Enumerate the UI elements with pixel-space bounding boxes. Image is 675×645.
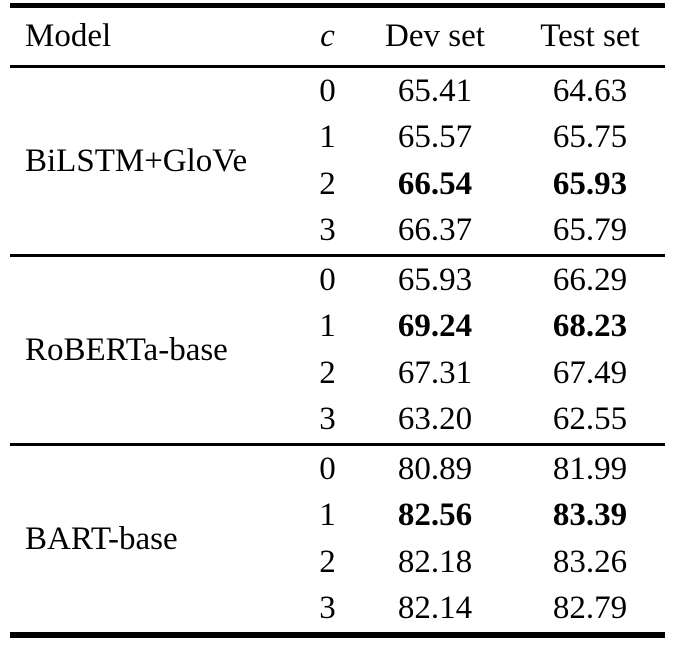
c-value: 0: [319, 72, 336, 109]
test-value: 65.79: [552, 212, 628, 249]
test-value: 83.26: [552, 543, 628, 580]
c-value: 2: [319, 165, 336, 202]
dev-value: 63.20: [397, 401, 473, 438]
model-name: BART-base: [25, 520, 178, 557]
dev-value: 65.93: [397, 261, 473, 298]
c-value: 3: [319, 590, 336, 627]
dev-value: 82.56: [397, 497, 473, 534]
model-group-roberta-base: RoBERTa-base 0 65.93 66.29 1 69.24 68.23…: [10, 257, 665, 446]
c-value: 1: [319, 119, 336, 156]
c-value: 3: [319, 212, 336, 249]
dev-value: 65.57: [397, 119, 473, 156]
dev-value: 66.54: [397, 165, 473, 202]
test-value: 66.29: [552, 261, 628, 298]
test-value: 83.39: [552, 497, 628, 534]
dev-value: 67.31: [397, 354, 473, 391]
c-value: 0: [319, 450, 336, 487]
c-value: 2: [319, 543, 336, 580]
test-value: 82.79: [552, 590, 628, 627]
test-value: 67.49: [552, 354, 628, 391]
test-value: 68.23: [552, 308, 628, 345]
col-header-model: Model: [25, 18, 112, 54]
c-value: 2: [319, 354, 336, 391]
test-value: 64.63: [552, 72, 628, 109]
test-value: 65.75: [552, 119, 628, 156]
results-table: Model c Dev set Test set BiLSTM+GloVe 0 …: [10, 3, 665, 638]
dev-value: 66.37: [397, 212, 473, 249]
col-header-c: c: [320, 18, 335, 54]
model-name: RoBERTa-base: [25, 331, 228, 368]
dev-value: 69.24: [397, 308, 473, 345]
test-value: 65.93: [552, 165, 628, 202]
col-header-test-set: Test set: [540, 18, 640, 54]
test-value: 62.55: [552, 401, 628, 438]
dev-value: 82.14: [397, 590, 473, 627]
table-header-row: Model c Dev set Test set: [10, 8, 665, 68]
dev-value: 65.41: [397, 72, 473, 109]
c-value: 1: [319, 497, 336, 534]
c-value: 3: [319, 401, 336, 438]
dev-value: 82.18: [397, 543, 473, 580]
model-group-bilstm-glove: BiLSTM+GloVe 0 65.41 64.63 1 65.57 65.75…: [10, 68, 665, 257]
dev-value: 80.89: [397, 450, 473, 487]
test-value: 81.99: [552, 450, 628, 487]
c-value: 1: [319, 308, 336, 345]
model-group-bart-base: BART-base 0 80.89 81.99 1 82.56 83.39 2 …: [10, 446, 665, 638]
model-name: BiLSTM+GloVe: [25, 142, 248, 179]
c-value: 0: [319, 261, 336, 298]
col-header-dev-set: Dev set: [385, 18, 485, 54]
